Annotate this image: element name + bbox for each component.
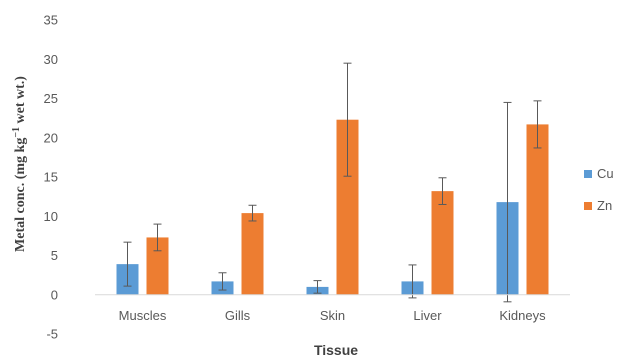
y-tick-label: 25 — [44, 91, 58, 106]
error-bars — [123, 62, 542, 303]
error-bar-cu-liver — [408, 264, 417, 299]
y-tick-label: 5 — [51, 248, 58, 263]
y-tick-label: 15 — [44, 170, 58, 185]
legend-swatch-cu — [584, 170, 592, 178]
y-axis-title: Metal conc. (mg kg−1 wet wt.) — [11, 76, 29, 252]
y-tick-label: 35 — [44, 13, 58, 28]
y-tick-label: -5 — [46, 327, 58, 342]
legend-label-cu: Cu — [597, 166, 614, 181]
bars — [116, 119, 549, 295]
error-bar-cu-skin — [313, 280, 322, 294]
x-tick-label: Muscles — [119, 308, 167, 323]
bar-zn-skin — [336, 119, 359, 295]
bar-zn-gills — [241, 213, 264, 295]
error-bar-zn-gills — [248, 204, 257, 222]
error-bar-zn-muscles — [153, 223, 162, 252]
y-tick-label: 30 — [44, 52, 58, 67]
error-bar-zn-skin — [343, 62, 352, 177]
error-bar-cu-gills — [218, 272, 227, 291]
error-bar-zn-liver — [438, 177, 447, 205]
y-tick-label: 10 — [44, 209, 58, 224]
error-bar-cu-muscles — [123, 241, 132, 287]
x-tick-label: Kidneys — [499, 308, 546, 323]
y-axis-ticks: -5 0 5 10 15 20 25 30 35 — [44, 13, 58, 342]
x-axis-title: Tissue — [314, 342, 358, 358]
legend-label-zn: Zn — [597, 198, 612, 213]
x-tick-label: Skin — [320, 308, 345, 323]
x-tick-label: Liver — [413, 308, 442, 323]
legend: Cu Zn — [584, 166, 614, 213]
error-bar-cu-kidneys — [503, 101, 512, 303]
error-bar-zn-kidneys — [533, 100, 542, 149]
legend-swatch-zn — [584, 202, 592, 210]
bar-zn-muscles — [146, 237, 169, 295]
y-tick-label: 0 — [51, 287, 58, 302]
y-tick-label: 20 — [44, 130, 58, 145]
bar-zn-liver — [431, 191, 454, 295]
x-tick-label: Gills — [225, 308, 251, 323]
x-axis-ticks: Muscles Gills Skin Liver Kidneys — [119, 308, 546, 323]
bar-zn-kidneys — [526, 124, 549, 295]
